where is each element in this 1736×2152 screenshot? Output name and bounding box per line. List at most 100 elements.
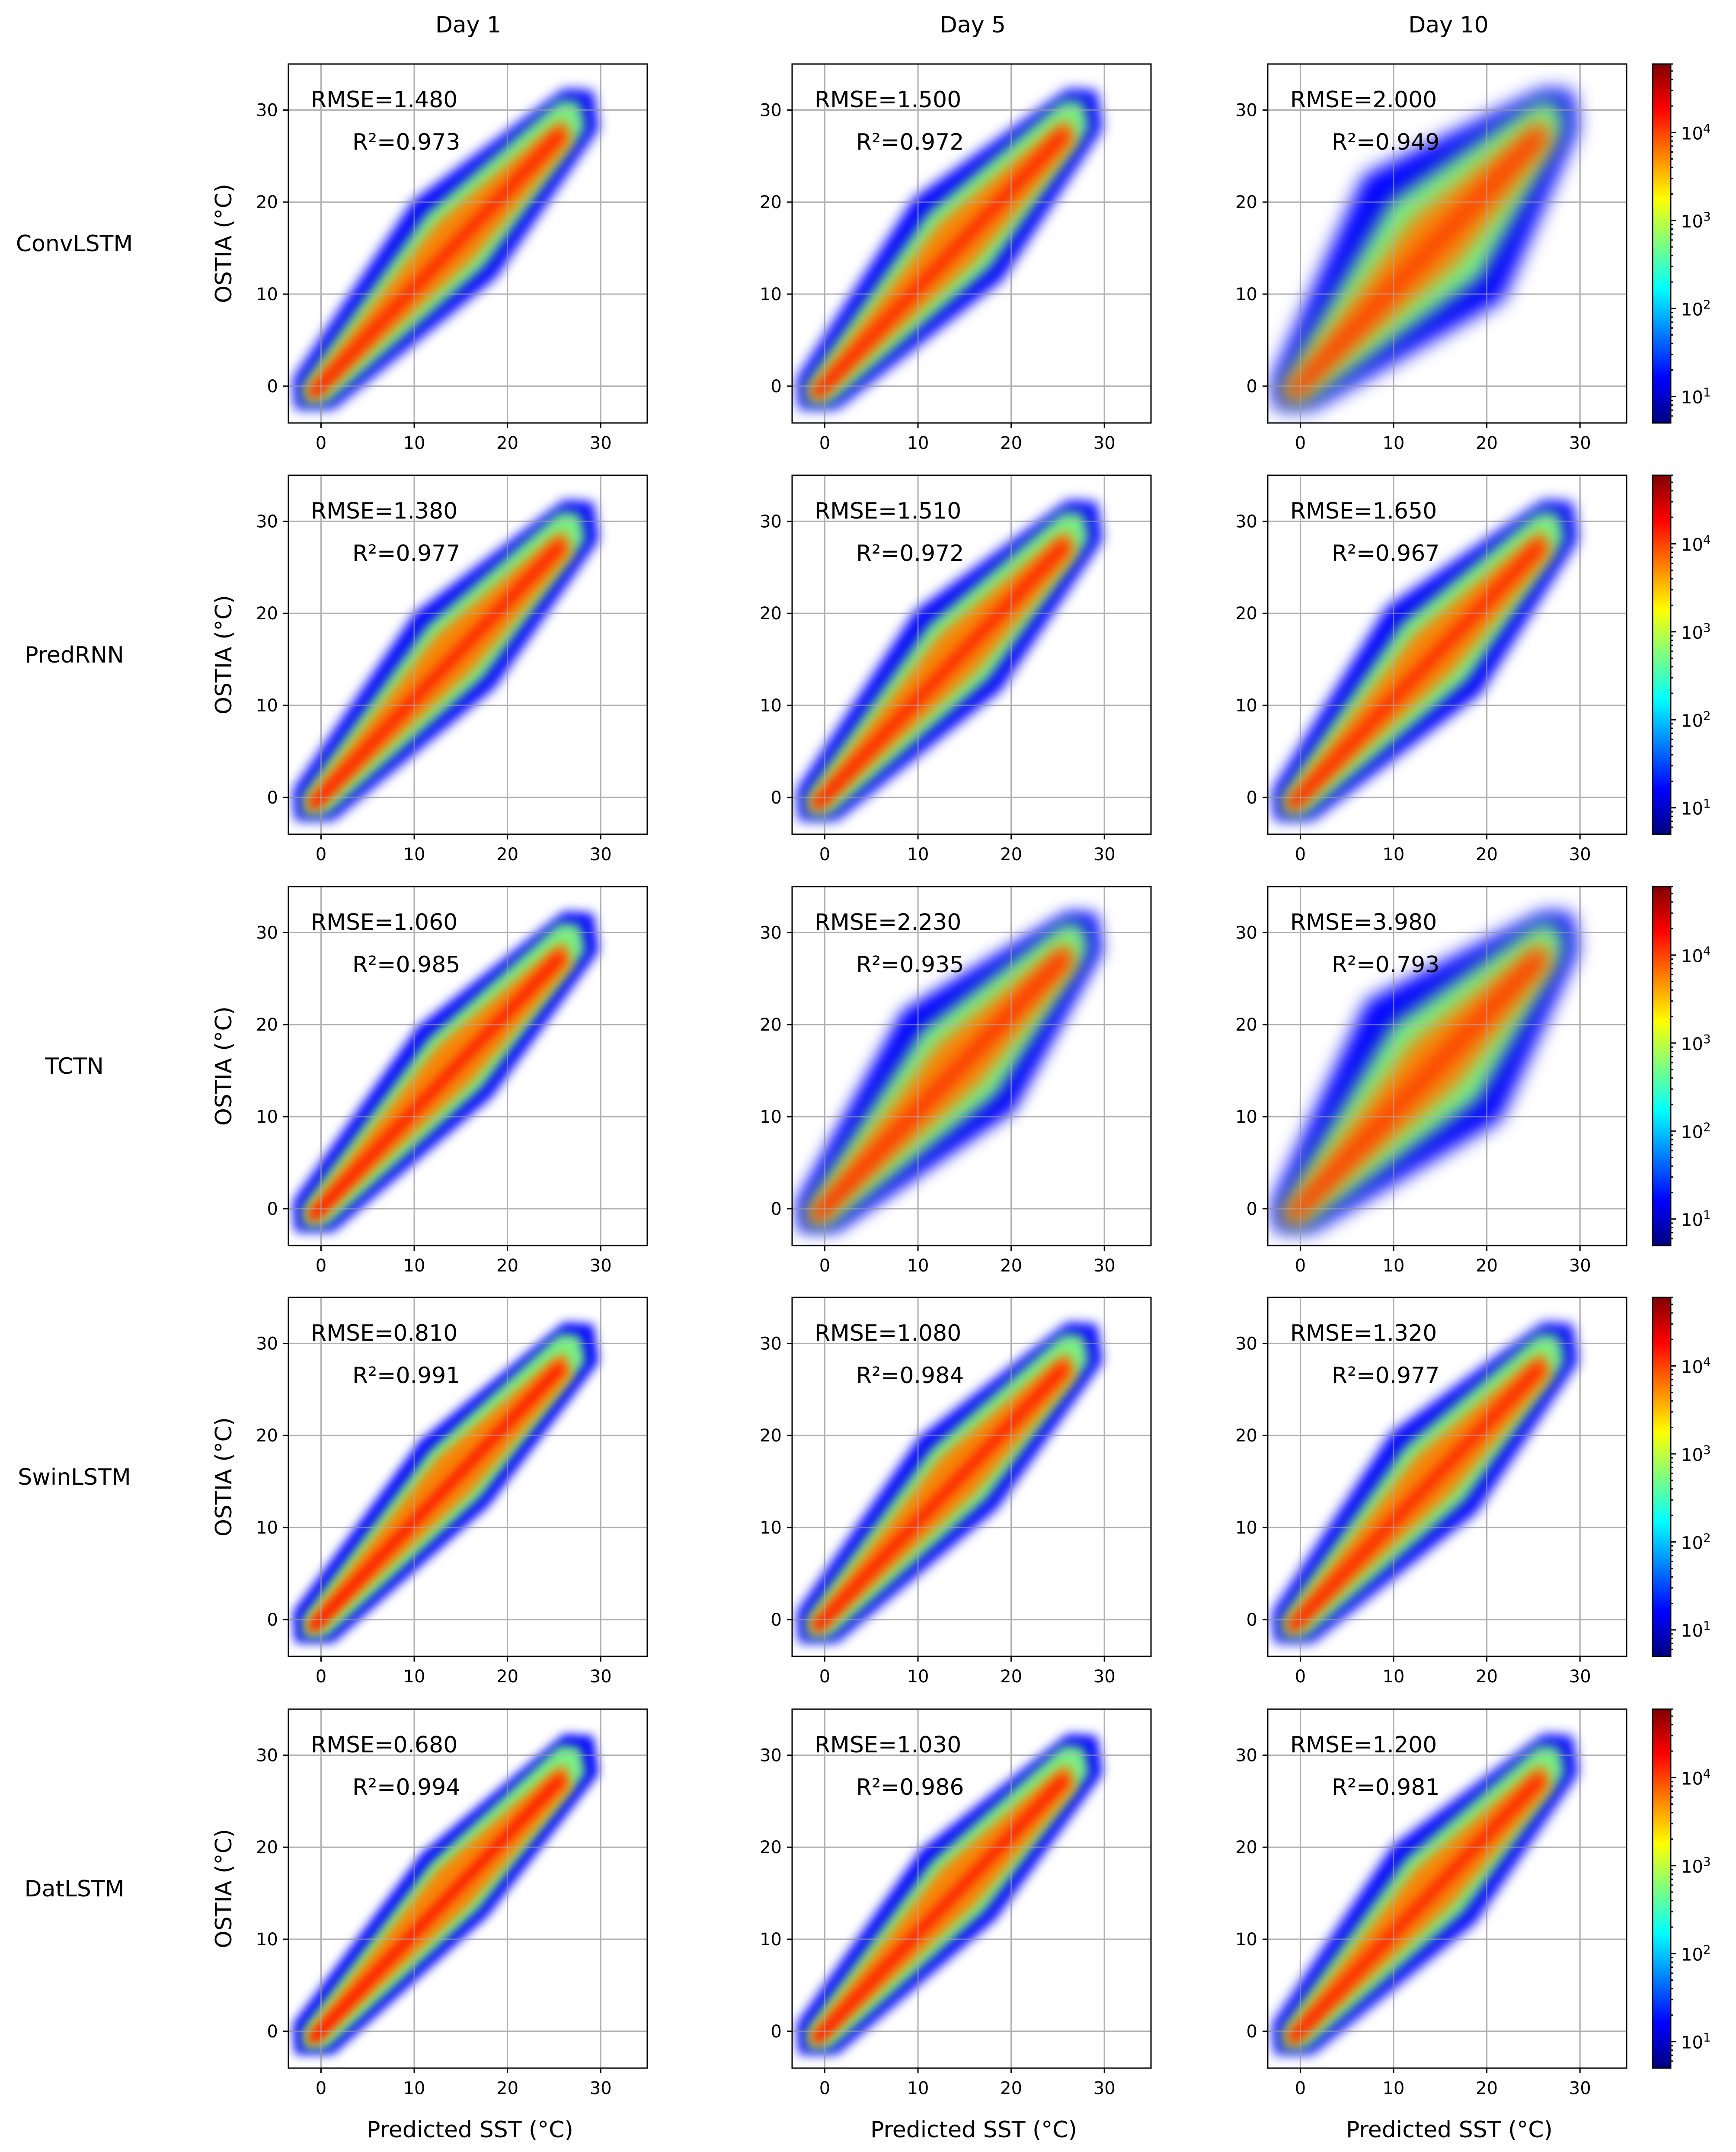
x-tick-label: 10 [1383, 845, 1405, 865]
x-tick-label: 20 [1000, 845, 1022, 865]
y-tick-label: 20 [256, 604, 278, 624]
y-tick-label: 30 [256, 512, 278, 532]
panel-predrnn-day10: 0 10 20 30 0 10 20 30 RMSE=1.650 R²=0.967 [1235, 474, 1627, 865]
axes-frame [791, 474, 1152, 835]
density-ridge [813, 1775, 1068, 2043]
panel-convlstm-day5: 0 10 20 30 0 10 20 30 RMSE=1.500 R²=0.972 [760, 63, 1152, 453]
column-header: Day 10 [1408, 12, 1488, 38]
density-ridge [309, 130, 564, 398]
x-tick-label: 10 [907, 1256, 929, 1276]
column-header: Day 5 [940, 12, 1006, 38]
colorbar-tick-label: 102 [1681, 1942, 1711, 1965]
y-tick-label: 10 [1235, 1930, 1257, 1950]
colorbar-gradient [1653, 64, 1671, 423]
density-ridge [309, 1364, 564, 1631]
density-ridge [813, 541, 1068, 809]
axes-frame [288, 1297, 648, 1657]
colorbar-tick-label: 102 [1681, 1120, 1711, 1142]
x-tick-label: 10 [403, 433, 425, 453]
x-tick-label: 10 [1383, 1256, 1405, 1276]
rmse-label: RMSE=3.980 [1290, 909, 1437, 935]
y-tick-label: 10 [1235, 696, 1257, 716]
colorbar-gradient [1653, 475, 1671, 834]
density-ridge [1288, 1775, 1544, 2043]
x-tick-label: 20 [496, 2078, 518, 2098]
y-tick-label: 30 [760, 100, 782, 120]
density-ridge [309, 953, 564, 1220]
y-tick-label: 0 [267, 377, 278, 397]
y-tick-label: 0 [1247, 1199, 1257, 1219]
x-tick-label: 0 [1295, 433, 1306, 453]
colorbar-tick-label: 104 [1681, 1355, 1711, 1377]
rmse-label: RMSE=1.510 [815, 498, 961, 524]
x-tick-label: 0 [1295, 1667, 1306, 1687]
y-axis-label: OSTIA (°C) [211, 595, 237, 714]
density-ridge [1288, 953, 1544, 1220]
x-tick-label: 20 [1000, 1667, 1022, 1687]
x-tick-label: 0 [316, 433, 326, 453]
x-tick-label: 20 [496, 1256, 518, 1276]
y-tick-label: 20 [760, 1015, 782, 1035]
y-tick-label: 10 [256, 1930, 278, 1950]
colorbar-gradient [1653, 887, 1671, 1246]
y-tick-label: 20 [760, 1838, 782, 1857]
axes-frame [1267, 886, 1627, 1246]
x-tick-label: 0 [819, 1667, 830, 1687]
y-tick-label: 0 [771, 1610, 782, 1630]
y-tick-label: 0 [267, 1199, 278, 1219]
x-tick-label: 10 [403, 1667, 425, 1687]
x-tick-label: 10 [907, 2078, 929, 2098]
colorbar-tick-label: 101 [1681, 797, 1711, 819]
x-tick-label: 30 [1569, 1667, 1591, 1687]
r2-label: R²=0.991 [352, 1363, 460, 1389]
y-tick-label: 30 [1235, 1745, 1257, 1765]
y-tick-label: 10 [256, 285, 278, 304]
y-tick-label: 0 [267, 2022, 278, 2042]
panel-convlstm-day1: 0 10 20 30 0 10 20 30 RMSE=1.480 R²=0.973 OSTIA (°… [211, 63, 648, 453]
x-tick-label: 0 [819, 2078, 830, 2098]
colorbar-tick-label: 101 [1681, 2030, 1711, 2053]
x-tick-label: 0 [316, 1256, 326, 1276]
colorbar-tick-label: 104 [1681, 121, 1711, 144]
x-tick-label: 10 [907, 845, 929, 865]
x-tick-label: 0 [316, 845, 326, 865]
rmse-label: RMSE=1.080 [815, 1320, 961, 1346]
density-ridge [1288, 1364, 1544, 1631]
y-tick-label: 20 [256, 1838, 278, 1857]
x-tick-label: 0 [316, 1667, 326, 1687]
axes-frame [791, 1297, 1152, 1657]
colorbar-tick-label: 103 [1681, 209, 1711, 232]
y-tick-label: 20 [256, 1015, 278, 1035]
column-header: Day 1 [435, 12, 501, 38]
colorbar: 101 102 103 104 [1652, 474, 1711, 835]
colorbar-frame [1652, 474, 1672, 835]
x-tick-label: 10 [907, 433, 929, 453]
x-tick-label: 10 [1383, 1667, 1405, 1687]
panel-convlstm-day10: 0 10 20 30 0 10 20 30 RMSE=2.000 R²=0.949 [1235, 63, 1627, 453]
row-label: ConvLSTM [16, 231, 133, 257]
x-tick-label: 20 [496, 845, 518, 865]
y-tick-label: 0 [771, 377, 782, 397]
x-tick-label: 0 [819, 433, 830, 453]
x-tick-label: 20 [1476, 2078, 1498, 2098]
y-tick-label: 20 [760, 1426, 782, 1446]
axes-frame [1267, 1297, 1627, 1657]
y-tick-label: 30 [760, 512, 782, 532]
density-ridge [813, 130, 1068, 398]
x-tick-label: 20 [1000, 1256, 1022, 1276]
y-tick-label: 0 [771, 2022, 782, 2042]
y-tick-label: 10 [256, 1518, 278, 1538]
x-tick-label: 30 [1093, 433, 1116, 453]
panel-swinlstm-day1: 0 10 20 30 0 10 20 30 RMSE=0.810 R²=0.991 OSTIA (°… [211, 1297, 648, 1687]
y-tick-label: 20 [760, 192, 782, 212]
axes-frame [791, 886, 1152, 1246]
row-label: PredRNN [25, 642, 124, 668]
x-axis-label: Predicted SST (°C) [367, 2117, 573, 2143]
x-tick-label: 30 [1093, 2078, 1116, 2098]
y-tick-label: 10 [760, 1518, 782, 1538]
y-tick-label: 0 [1247, 377, 1257, 397]
y-tick-label: 0 [771, 788, 782, 808]
y-tick-label: 20 [1235, 1426, 1257, 1446]
y-tick-label: 30 [256, 100, 278, 120]
x-tick-label: 30 [590, 1667, 612, 1687]
